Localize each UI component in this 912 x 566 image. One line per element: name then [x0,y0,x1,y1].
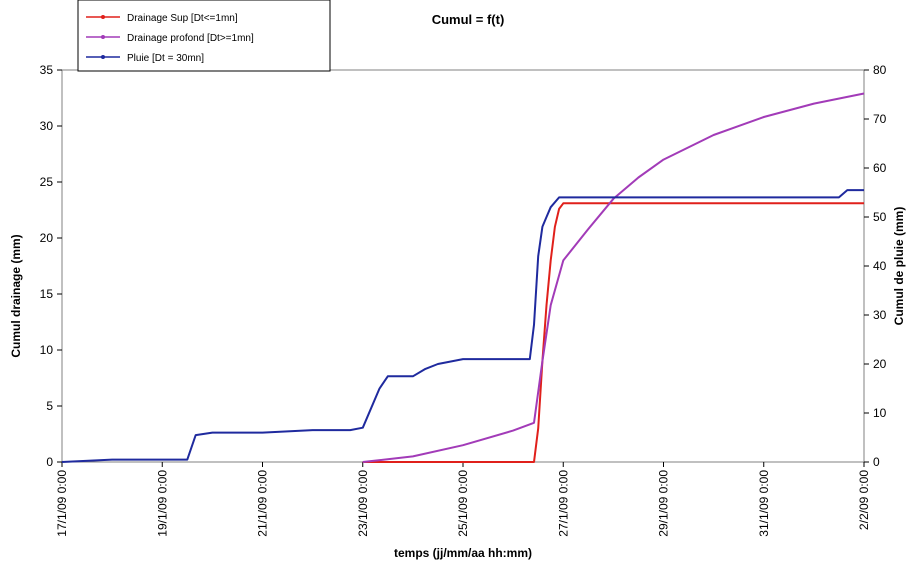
x-tick-label: 31/1/09 0:00 [757,470,771,537]
x-tick-label: 17/1/09 0:00 [55,470,69,537]
x-axis-ticks: 17/1/09 0:00 19/1/09 0:00 21/1/09 0:00 23/1… [55,462,871,537]
y-tick-label: 10 [40,343,54,357]
y2-axis-title: Cumul de pluie (mm) [892,207,906,326]
legend-box [77,0,331,72]
legend-label: Drainage Sup [Dt<=1mn] [127,13,238,24]
y2-tick-label: 0 [873,455,880,469]
y2-axis-ticks: 0 10 20 30 40 50 60 70 80 [864,63,887,469]
legend-item-pluie: Pluie [Dt = 30mn] [86,53,204,64]
legend-marker [101,35,105,39]
legend-items: Drainage Sup [Dt<=1mn] Drainage profond [… [86,13,254,64]
x-tick-label: 19/1/09 0:00 [155,470,169,537]
y-tick-label: 5 [46,399,53,413]
y2-tick-label: 80 [873,63,887,77]
x-tick-label: 29/1/09 0:00 [657,470,671,537]
y-tick-label: 35 [40,63,54,77]
y2-tick-label: 30 [873,308,887,322]
y2-tick-label: 10 [873,406,887,420]
series-drainage-profond-line [362,92,865,463]
plot-area [61,69,865,463]
legend-label: Pluie [Dt = 30mn] [127,53,204,64]
legend-marker [101,55,105,59]
legend-marker [101,15,105,19]
x-tick-label: 2/2/09 0:00 [857,470,871,530]
y-axis-title: Cumul drainage (mm) [9,234,23,357]
legend-item-drainage-profond: Drainage profond [Dt>=1mn] [86,33,254,44]
y-tick-label: 25 [40,175,54,189]
y-tick-label: 15 [40,287,54,301]
y-tick-label: 20 [40,231,54,245]
y2-tick-label: 40 [873,259,887,273]
chart-title: Cumul = f(t) [432,12,505,27]
y2-tick-label: 20 [873,357,887,371]
series-layer [61,92,865,463]
series-pluie-line [61,189,864,463]
x-tick-label: 27/1/09 0:00 [556,470,570,537]
legend-label: Drainage profond [Dt>=1mn] [127,33,254,44]
x-tick-label: 21/1/09 0:00 [256,470,270,537]
legend-item-drainage-sup: Drainage Sup [Dt<=1mn] [86,13,238,24]
legend: Drainage Sup [Dt<=1mn] Drainage profond [… [77,0,331,72]
y2-tick-label: 50 [873,210,887,224]
y-tick-label: 0 [46,455,53,469]
y-axis-ticks: 0 5 10 15 20 25 30 35 [40,63,62,469]
series-drainage-sup-line [362,202,864,463]
y2-tick-label: 60 [873,161,887,175]
y2-tick-label: 70 [873,112,887,126]
x-tick-label: 23/1/09 0:00 [356,470,370,537]
x-axis-title: temps (jj/mm/aa hh:mm) [394,546,532,560]
y-tick-label: 30 [40,119,54,133]
x-tick-label: 25/1/09 0:00 [456,470,470,537]
